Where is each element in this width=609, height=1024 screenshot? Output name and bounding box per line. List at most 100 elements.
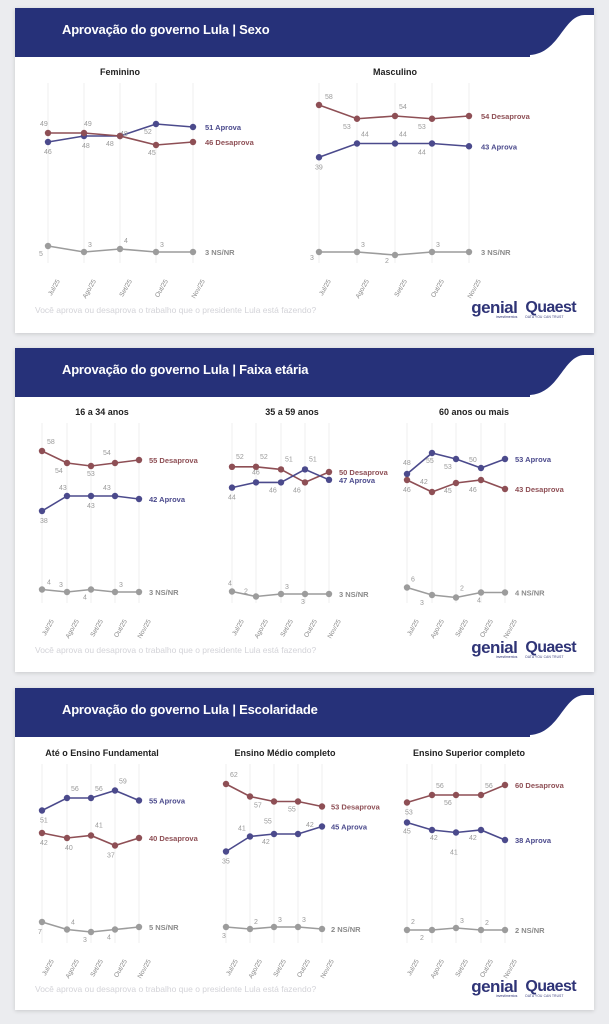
data-label: 51 bbox=[40, 818, 48, 825]
data-point bbox=[294, 798, 302, 805]
data-label: 46 bbox=[269, 487, 277, 494]
data-label: 2 bbox=[254, 919, 258, 926]
series-end-label: 2 NS/NR bbox=[331, 925, 361, 934]
header-wave-shape bbox=[15, 8, 594, 57]
x-axis-label: Nov/25 bbox=[319, 958, 336, 980]
x-axis-label: Out/25 bbox=[479, 958, 495, 979]
data-label: 3 bbox=[460, 918, 464, 925]
x-axis-label: Out/25 bbox=[430, 278, 446, 299]
data-label: 42 bbox=[420, 479, 428, 486]
data-label: 52 bbox=[236, 454, 244, 461]
series-end-label: 53 Desaprova bbox=[331, 803, 381, 812]
series-end-label: 43 Desaprova bbox=[515, 485, 565, 494]
data-point bbox=[325, 590, 333, 598]
x-axis-label: Out/25 bbox=[303, 618, 319, 639]
data-point bbox=[63, 588, 71, 596]
chart-title: Masculino bbox=[373, 67, 418, 77]
series-ns-nr: 4 3 4 3 3 NS/NR bbox=[38, 580, 179, 602]
data-point bbox=[428, 140, 436, 147]
data-label: 43 bbox=[59, 485, 67, 492]
question-text: Você aprova ou desaprova o trabalho que … bbox=[35, 645, 317, 655]
data-point bbox=[111, 787, 119, 794]
data-label: 44 bbox=[418, 150, 426, 157]
data-label: 2 bbox=[485, 920, 489, 927]
data-label: 53 bbox=[87, 471, 95, 478]
series-ns-nr: 4 2 3 3 3 NS/NR bbox=[228, 581, 369, 607]
data-point bbox=[477, 826, 485, 834]
panel-title: Aprovação do governo Lula | Escolaridade bbox=[62, 702, 318, 717]
data-point bbox=[391, 251, 399, 259]
data-point bbox=[270, 923, 278, 931]
data-label: 3 bbox=[83, 937, 87, 944]
data-point bbox=[428, 115, 436, 122]
data-point bbox=[135, 495, 143, 503]
data-label: 56 bbox=[71, 786, 79, 793]
data-point bbox=[301, 479, 309, 486]
data-label: 55 bbox=[426, 458, 434, 465]
data-point bbox=[246, 925, 254, 933]
data-label: 44 bbox=[228, 495, 236, 502]
series-end-label: 55 Aprova bbox=[149, 797, 186, 806]
data-point bbox=[501, 485, 509, 493]
data-point bbox=[403, 470, 411, 478]
data-label: 3 bbox=[119, 582, 123, 589]
x-axis-label: Jul/25 bbox=[318, 278, 333, 297]
chart-title: Feminino bbox=[100, 67, 141, 77]
data-label: 44 bbox=[361, 132, 369, 139]
x-axis-label: Set/25 bbox=[89, 618, 105, 638]
x-axis-label: Ago/25 bbox=[429, 958, 446, 980]
data-point bbox=[428, 791, 436, 799]
data-label: 56 bbox=[485, 783, 493, 790]
series-ns-nr: 2 2 3 2 2 NS/NR bbox=[403, 918, 545, 942]
series-aprova: 35 41 42 42 45 Aprova bbox=[222, 822, 368, 866]
x-axis-label: Out/25 bbox=[113, 618, 129, 639]
data-label: 49 bbox=[84, 121, 92, 128]
data-point bbox=[228, 484, 236, 491]
data-point bbox=[44, 129, 52, 137]
quaest-logo: Quaest DATA YOU CAN TRUST bbox=[525, 639, 576, 660]
data-label: 41 bbox=[95, 823, 103, 830]
data-label: 50 bbox=[469, 457, 477, 464]
chart-title: 16 a 34 anos bbox=[75, 407, 129, 417]
series-end-label: 55 Desaprova bbox=[149, 456, 199, 465]
series-desaprova: 42 40 41 37 40 Desaprova bbox=[38, 823, 199, 860]
panel-title: Aprovação do governo Lula | Faixa etária bbox=[62, 362, 309, 377]
data-point bbox=[44, 242, 52, 250]
data-point bbox=[38, 586, 46, 593]
data-point bbox=[63, 834, 71, 842]
data-point bbox=[501, 455, 509, 463]
data-point bbox=[403, 799, 411, 806]
data-point bbox=[318, 925, 326, 933]
series-aprova: 44 46 46 51 47 Aprova bbox=[228, 456, 376, 501]
data-label: 3 bbox=[222, 933, 226, 940]
data-point bbox=[87, 928, 95, 936]
x-axis-label: Ago/25 bbox=[247, 958, 264, 980]
data-label: 3 bbox=[88, 242, 92, 249]
line-chart: Masculino 58 53 54 53 54 Desaprova 39 44 44 44 43 … bbox=[310, 67, 531, 300]
data-label: 5 bbox=[39, 251, 43, 258]
logos: genial investimentos Quaest DATA YOU CAN T… bbox=[471, 978, 576, 998]
data-label: 38 bbox=[40, 518, 48, 525]
data-label: 57 bbox=[254, 803, 262, 810]
data-point bbox=[111, 588, 119, 596]
chart-title: Ensino Superior completo bbox=[413, 748, 526, 758]
data-label: 3 bbox=[285, 584, 289, 591]
data-point bbox=[452, 479, 460, 487]
data-label: 58 bbox=[325, 94, 333, 101]
panel-sexo: Aprovação do governo Lula | Sexo Feminin… bbox=[15, 8, 594, 333]
data-point bbox=[428, 591, 436, 599]
data-point bbox=[315, 248, 323, 256]
data-label: 41 bbox=[450, 850, 458, 857]
data-label: 3 bbox=[302, 917, 306, 924]
data-point bbox=[428, 926, 436, 934]
data-label: 46 bbox=[293, 487, 301, 494]
data-label: 42 bbox=[262, 839, 270, 846]
panel-escolaridade: Aprovação do governo Lula | Escolaridade… bbox=[15, 688, 594, 1010]
data-point bbox=[87, 794, 95, 802]
x-axis-label: Out/25 bbox=[113, 958, 129, 979]
data-point bbox=[277, 479, 285, 486]
data-label: 54 bbox=[103, 450, 111, 457]
data-label: 49 bbox=[40, 121, 48, 128]
data-point bbox=[252, 479, 260, 486]
x-axis-label: Jul/25 bbox=[47, 278, 62, 297]
